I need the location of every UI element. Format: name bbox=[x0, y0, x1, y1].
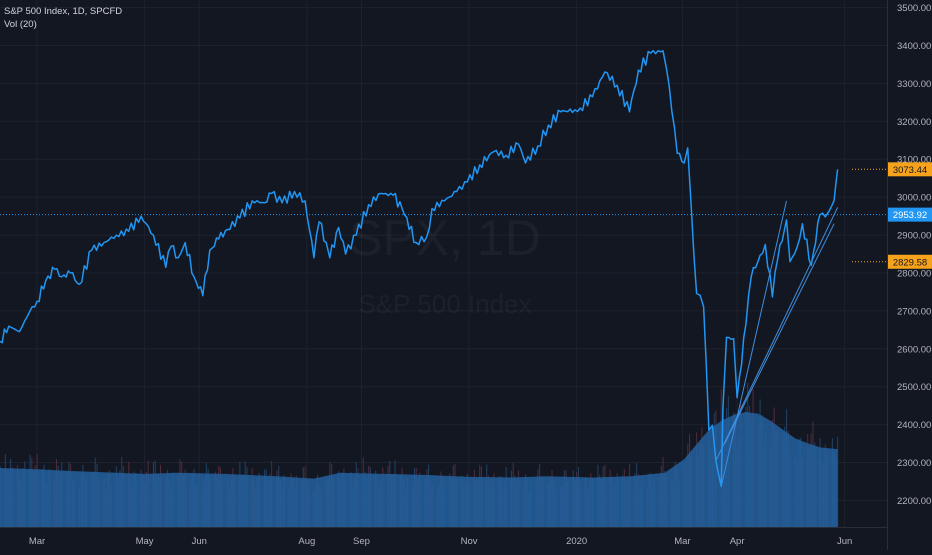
y-tick-label: 3500.00 bbox=[897, 3, 931, 14]
x-tick-label: Aug bbox=[298, 536, 315, 547]
price-label: 3073.44 bbox=[893, 165, 927, 176]
y-tick-label: 3400.00 bbox=[897, 41, 931, 52]
volume-ma-area bbox=[0, 412, 838, 527]
watermark-name: S&P 500 Index bbox=[359, 289, 532, 319]
volume-series bbox=[0, 382, 839, 527]
y-tick-label: 3000.00 bbox=[897, 193, 931, 204]
y-tick-label: 2700.00 bbox=[897, 306, 931, 317]
x-tick-label: Apr bbox=[730, 536, 745, 547]
y-tick-label: 2600.00 bbox=[897, 344, 931, 355]
y-tick-label: 2800.00 bbox=[897, 268, 931, 279]
price-line bbox=[0, 49, 839, 488]
y-tick-label: 3100.00 bbox=[897, 155, 931, 166]
price-series bbox=[0, 49, 839, 488]
price-label-box bbox=[888, 254, 932, 269]
price-label: 2829.58 bbox=[893, 257, 927, 268]
y-tick-label: 2400.00 bbox=[897, 420, 931, 431]
x-tick-label: May bbox=[136, 536, 154, 547]
volume-bar bbox=[837, 436, 839, 527]
trendline bbox=[724, 223, 835, 444]
y-tick-label: 3200.00 bbox=[897, 117, 931, 128]
x-tick-label: 2020 bbox=[566, 536, 587, 547]
watermark-symbol: SPX, 1D bbox=[349, 210, 541, 266]
y-tick-label: 3300.00 bbox=[897, 79, 931, 90]
trendline bbox=[720, 200, 787, 487]
x-tick-label: Mar bbox=[29, 536, 45, 547]
price-label: 2953.92 bbox=[893, 210, 927, 221]
x-tick-label: Sep bbox=[353, 536, 370, 547]
y-tick-label: 2300.00 bbox=[897, 458, 931, 469]
x-tick-label: Jun bbox=[192, 536, 207, 547]
price-label-box bbox=[888, 162, 932, 177]
y-tick-label: 2900.00 bbox=[897, 231, 931, 242]
legend-title[interactable]: S&P 500 Index, 1D, SPCFD bbox=[4, 6, 123, 17]
y-tick-label: 2500.00 bbox=[897, 382, 931, 393]
legend-indicator[interactable]: Vol (20) bbox=[4, 19, 37, 30]
price-level-lines: 3073.44 2953.92 2829.58 bbox=[0, 162, 932, 269]
trendlines bbox=[715, 200, 839, 487]
trendline bbox=[715, 207, 839, 461]
watermark: SPX, 1D S&P 500 Index bbox=[349, 210, 541, 319]
x-tick-label: Mar bbox=[674, 536, 690, 547]
x-tick-label: Jun bbox=[837, 536, 852, 547]
legend: S&P 500 Index, 1D, SPCFD Vol (20) bbox=[4, 5, 122, 31]
y-tick-label: 2200.00 bbox=[897, 496, 931, 507]
price-label-box bbox=[888, 207, 932, 222]
x-tick-label: Nov bbox=[461, 536, 478, 547]
